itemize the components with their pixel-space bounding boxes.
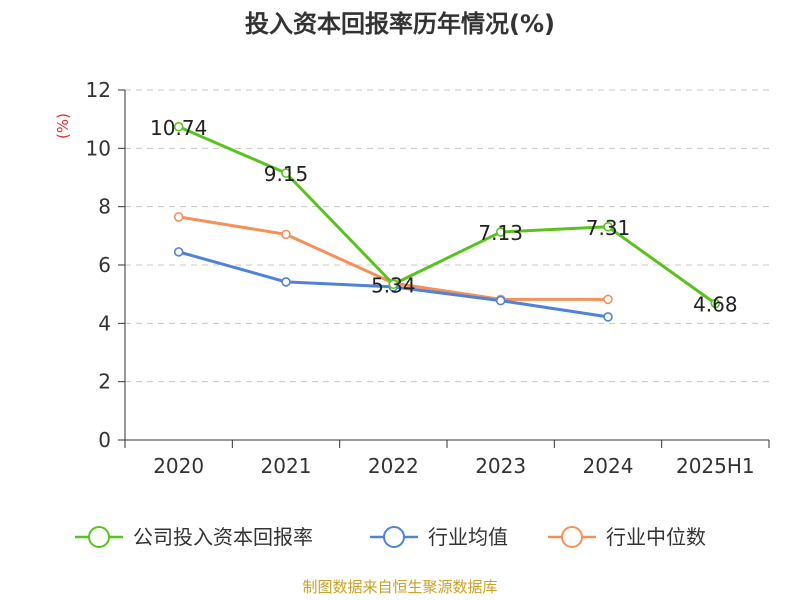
legend-swatch-marker bbox=[88, 526, 110, 548]
data-label: 5.34 bbox=[371, 273, 416, 297]
source-note: 制图数据来自恒生聚源数据库 bbox=[302, 578, 497, 596]
y-tick-label: 12 bbox=[86, 78, 111, 102]
y-tick-label: 4 bbox=[98, 311, 111, 335]
data-labels: 10.74 9.15 5.34 7.13 7.31 4.68 bbox=[150, 116, 738, 317]
y-tick-label: 10 bbox=[86, 136, 111, 160]
chart-title: 投入资本回报率历年情况(%) bbox=[245, 10, 555, 38]
x-tick-label: 2025H1 bbox=[676, 454, 755, 478]
legend-label: 行业中位数 bbox=[606, 525, 706, 549]
x-tick-label: 2021 bbox=[261, 454, 312, 478]
series-group bbox=[173, 121, 721, 322]
data-point bbox=[495, 295, 506, 306]
legend-swatch-marker bbox=[383, 526, 405, 548]
grid-lines bbox=[125, 89, 769, 383]
y-tick-label: 2 bbox=[98, 370, 111, 394]
data-point bbox=[173, 121, 184, 132]
series-line-0 bbox=[178, 125, 717, 305]
data-point bbox=[710, 298, 721, 309]
legend: 公司投入资本回报率 行业均值 行业中位数 bbox=[75, 525, 706, 549]
data-point bbox=[281, 168, 291, 178]
data-point bbox=[603, 221, 613, 232]
data-label: 9.15 bbox=[264, 162, 309, 186]
y-tick-label: 0 bbox=[98, 428, 111, 452]
legend-label: 公司投入资本回报率 bbox=[133, 525, 313, 549]
data-label: 4.68 bbox=[693, 293, 738, 317]
data-point bbox=[603, 312, 613, 322]
data-label: 7.31 bbox=[586, 216, 631, 240]
x-tick-label: 2023 bbox=[475, 454, 526, 478]
data-point bbox=[173, 212, 184, 222]
data-point bbox=[281, 277, 291, 287]
data-label: 7.13 bbox=[478, 221, 523, 245]
x-tick-label: 2022 bbox=[368, 454, 419, 478]
x-tick-label: 2024 bbox=[583, 454, 634, 478]
data-point bbox=[281, 229, 291, 240]
y-unit-label: (%) bbox=[54, 113, 72, 139]
data-point bbox=[173, 247, 184, 257]
y-tick-label: 8 bbox=[98, 195, 111, 219]
legend-swatch-marker bbox=[561, 526, 583, 548]
data-point bbox=[603, 294, 613, 305]
data-label: 10.74 bbox=[150, 116, 207, 140]
legend-label: 行业均值 bbox=[428, 525, 508, 549]
data-point bbox=[495, 227, 506, 237]
x-tick-label: 2020 bbox=[153, 454, 204, 478]
data-point bbox=[388, 279, 399, 290]
y-tick-label: 6 bbox=[98, 253, 111, 277]
axes: 0 2 4 6 8 10 12 2020 2021 2022 2023 2024 2025H1 bbox=[86, 78, 770, 478]
